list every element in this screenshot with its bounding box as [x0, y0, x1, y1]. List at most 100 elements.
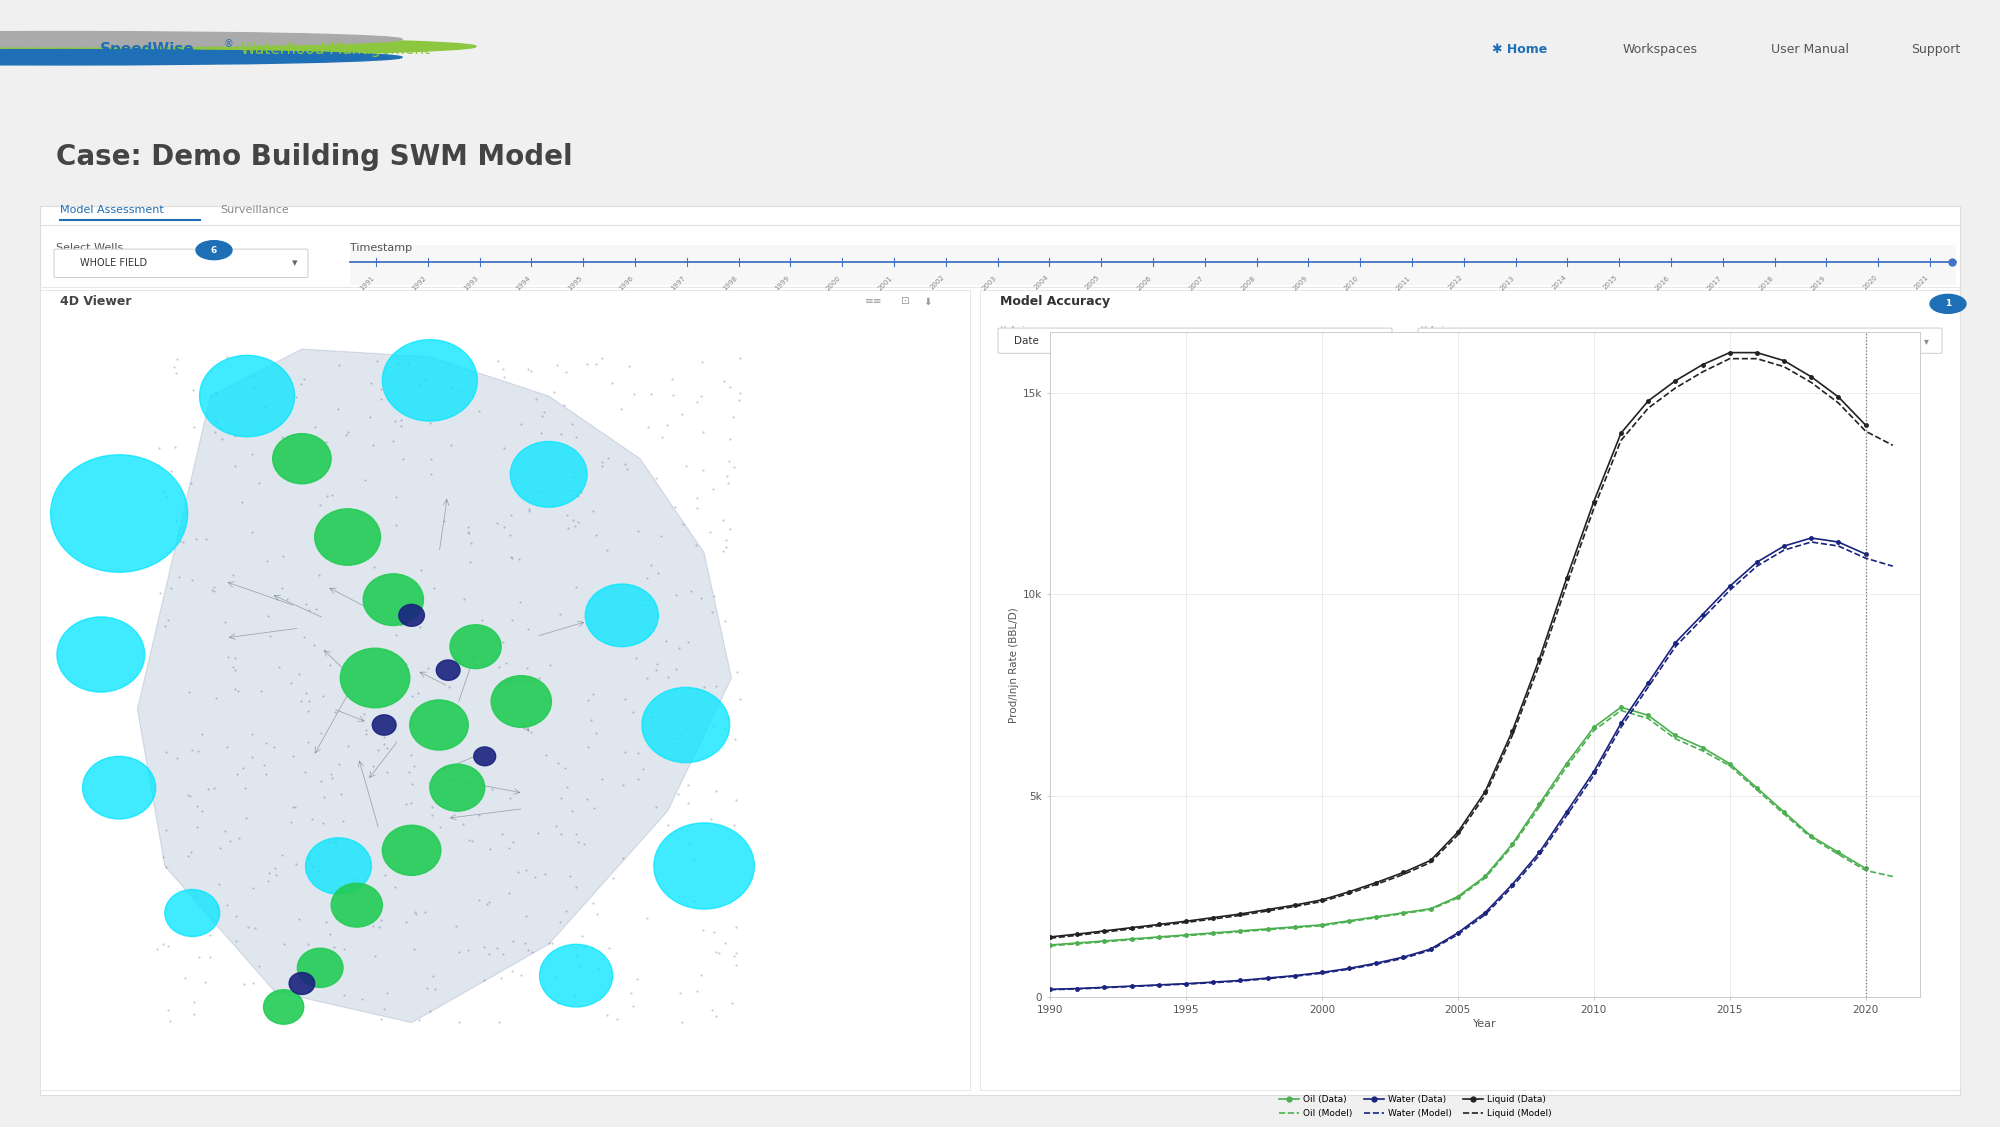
Point	[280, 798, 312, 816]
Point	[560, 578, 592, 596]
Point	[402, 1011, 434, 1029]
Text: 2017: 2017	[1706, 274, 1722, 291]
Point	[150, 900, 182, 919]
Point	[222, 765, 254, 783]
Point	[368, 1001, 400, 1019]
Point	[668, 887, 700, 905]
Text: 2008: 2008	[1240, 274, 1256, 291]
Point	[714, 521, 746, 539]
Point	[356, 436, 388, 454]
Point	[274, 1000, 306, 1018]
Point	[232, 917, 264, 935]
Point	[660, 729, 692, 747]
Point	[248, 756, 280, 774]
Point	[482, 353, 514, 371]
Point	[514, 722, 546, 740]
Text: 2016: 2016	[1654, 274, 1672, 291]
Point	[266, 845, 298, 863]
Point	[616, 984, 648, 1002]
Point	[332, 889, 364, 907]
Legend: Oil (Data), Oil (Model), Water (Data), Water (Model), Liquid (Data), Liquid (Mod: Oil (Data), Oil (Model), Water (Data), W…	[1276, 1092, 1556, 1121]
Text: ▾: ▾	[292, 258, 298, 268]
Point	[670, 458, 702, 476]
Point	[288, 371, 320, 389]
Point	[622, 522, 654, 540]
Point	[598, 869, 630, 887]
Point	[516, 362, 548, 380]
Point	[302, 862, 334, 880]
Point	[210, 612, 242, 630]
Point	[442, 382, 474, 400]
Point	[512, 502, 544, 520]
Point	[610, 743, 642, 761]
Point	[154, 462, 186, 480]
Point	[640, 798, 672, 816]
Point	[488, 517, 520, 535]
Text: Waterflood Management: Waterflood Management	[236, 42, 430, 57]
Point	[622, 970, 654, 988]
Point	[434, 663, 466, 681]
Point	[608, 455, 640, 473]
Text: 2001: 2001	[878, 274, 894, 291]
Point	[512, 620, 544, 638]
Point	[660, 660, 692, 678]
Point	[154, 1012, 186, 1030]
Point	[488, 946, 520, 964]
Point	[160, 364, 192, 382]
Point	[356, 757, 388, 775]
Point	[680, 499, 712, 517]
Text: ≡≡: ≡≡	[866, 296, 882, 307]
Point	[324, 356, 356, 374]
Point	[302, 566, 334, 584]
Point	[550, 902, 582, 920]
Point	[484, 968, 516, 986]
Point	[652, 668, 684, 686]
Point	[720, 791, 752, 809]
Point	[318, 939, 350, 957]
Point	[454, 831, 486, 849]
Point	[706, 512, 738, 530]
Point	[482, 1013, 514, 1031]
Point	[520, 682, 552, 700]
Point	[202, 898, 234, 916]
Point	[304, 724, 336, 742]
Circle shape	[272, 434, 332, 483]
Point	[506, 415, 538, 433]
Point	[278, 798, 310, 816]
Point	[546, 789, 578, 807]
Point	[416, 806, 448, 824]
Point	[222, 682, 254, 700]
Point	[346, 878, 378, 896]
Point	[632, 418, 664, 436]
Point	[368, 736, 400, 754]
Point	[488, 440, 520, 458]
Circle shape	[0, 32, 402, 47]
Circle shape	[306, 837, 372, 894]
Point	[542, 356, 574, 374]
Point	[218, 658, 250, 676]
Circle shape	[410, 700, 468, 751]
Text: ⊡: ⊡	[900, 296, 908, 307]
Text: 2012: 2012	[1448, 274, 1464, 291]
Point	[486, 632, 518, 650]
Point	[142, 440, 174, 458]
Point	[358, 917, 390, 935]
Circle shape	[642, 687, 730, 763]
Text: 2020: 2020	[1862, 274, 1878, 291]
Point	[720, 956, 752, 974]
Text: 2004: 2004	[1032, 274, 1050, 291]
Point	[452, 524, 484, 542]
Point	[394, 763, 426, 781]
Point	[252, 552, 284, 570]
Point	[310, 913, 342, 931]
Point	[720, 919, 752, 937]
Point	[586, 770, 618, 788]
Point	[526, 407, 558, 425]
Point	[368, 728, 400, 746]
Circle shape	[290, 973, 314, 994]
Point	[320, 539, 352, 557]
Circle shape	[540, 944, 612, 1008]
Point	[280, 388, 312, 406]
Point	[646, 527, 678, 545]
Text: 1994: 1994	[514, 274, 532, 291]
